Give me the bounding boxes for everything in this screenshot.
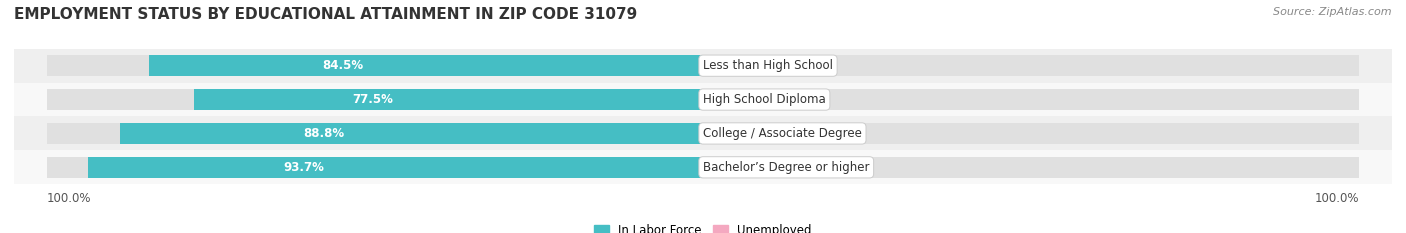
Bar — [46, 55, 703, 76]
Bar — [703, 123, 1360, 144]
Bar — [89, 157, 703, 178]
Bar — [14, 49, 1392, 83]
Text: 93.7%: 93.7% — [283, 161, 323, 174]
Bar — [703, 55, 1360, 76]
Text: College / Associate Degree: College / Associate Degree — [703, 127, 862, 140]
Text: 88.8%: 88.8% — [304, 127, 344, 140]
Text: 5.5%: 5.5% — [749, 127, 779, 140]
Bar — [703, 157, 1360, 178]
Bar — [703, 123, 740, 144]
Text: 0.0%: 0.0% — [742, 59, 772, 72]
Bar — [149, 55, 703, 76]
Bar — [14, 83, 1392, 116]
Bar — [121, 123, 703, 144]
Bar — [194, 89, 703, 110]
Bar — [14, 116, 1392, 150]
Bar — [46, 89, 703, 110]
Text: 84.5%: 84.5% — [322, 59, 363, 72]
Text: 0.0%: 0.0% — [742, 93, 772, 106]
Bar — [703, 157, 733, 178]
Bar — [703, 55, 733, 76]
Text: Bachelor’s Degree or higher: Bachelor’s Degree or higher — [703, 161, 869, 174]
Text: 77.5%: 77.5% — [352, 93, 392, 106]
Legend: In Labor Force, Unemployed: In Labor Force, Unemployed — [589, 219, 817, 233]
Text: 0.0%: 0.0% — [742, 161, 772, 174]
Text: 100.0%: 100.0% — [1315, 192, 1360, 205]
Text: 100.0%: 100.0% — [46, 192, 91, 205]
Text: Less than High School: Less than High School — [703, 59, 832, 72]
Bar — [703, 89, 1360, 110]
Bar — [46, 157, 703, 178]
Text: High School Diploma: High School Diploma — [703, 93, 825, 106]
Bar — [46, 123, 703, 144]
Text: EMPLOYMENT STATUS BY EDUCATIONAL ATTAINMENT IN ZIP CODE 31079: EMPLOYMENT STATUS BY EDUCATIONAL ATTAINM… — [14, 7, 637, 22]
Text: Source: ZipAtlas.com: Source: ZipAtlas.com — [1274, 7, 1392, 17]
Bar — [703, 89, 733, 110]
Bar — [14, 150, 1392, 184]
